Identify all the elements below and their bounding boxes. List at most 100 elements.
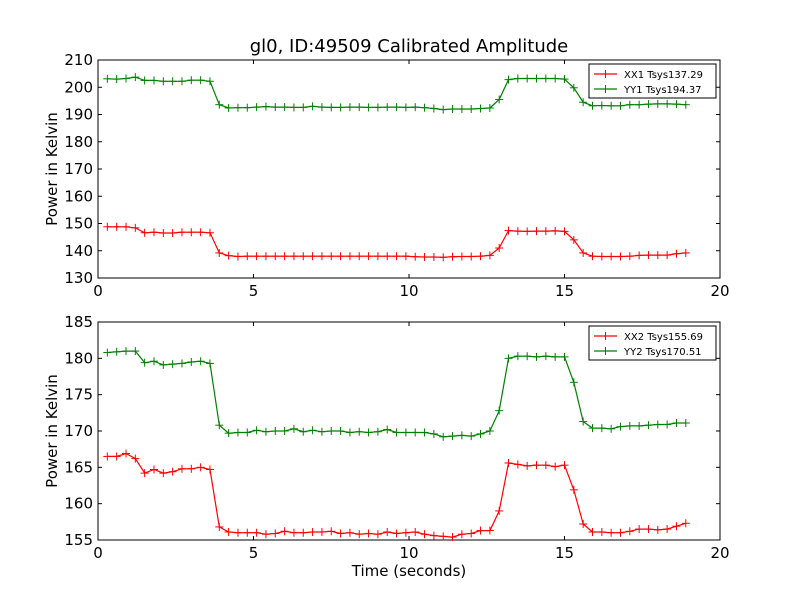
y-tick-label: 150: [64, 215, 93, 233]
data-point: [653, 251, 662, 260]
data-point: [541, 352, 550, 361]
data-point: [681, 248, 690, 257]
data-point: [327, 103, 336, 112]
data-point: [625, 421, 634, 430]
data-point: [177, 77, 186, 86]
data-point: [233, 103, 242, 112]
data-point: [467, 529, 476, 538]
data-point: [467, 432, 476, 441]
data-point: [420, 428, 429, 437]
data-point: [448, 432, 457, 441]
data-point: [504, 226, 513, 235]
data-point: [168, 360, 177, 369]
data-point: [429, 429, 438, 438]
data-point: [345, 252, 354, 261]
data-point: [233, 428, 242, 437]
data-point: [121, 347, 130, 356]
data-point: [495, 506, 504, 515]
data-point: [289, 528, 298, 537]
data-point: [103, 222, 112, 231]
data-point: [205, 465, 214, 474]
data-point: [439, 253, 448, 262]
data-point: [280, 427, 289, 435]
y-tick-label: 170: [64, 422, 93, 440]
data-point: [299, 252, 308, 261]
data-point: [383, 425, 392, 434]
data-point: [495, 406, 504, 415]
data-point: [401, 428, 410, 437]
data-point: [588, 252, 597, 261]
series-1: [103, 449, 690, 542]
data-point: [523, 461, 532, 470]
data-point: [411, 528, 420, 537]
x-tick-label: 20: [710, 544, 729, 562]
data-point: [439, 105, 448, 114]
data-point: [327, 252, 336, 261]
data-point: [672, 100, 681, 109]
data-point: [289, 424, 298, 433]
data-point: [112, 347, 121, 356]
data-point: [168, 229, 177, 238]
data-point: [308, 426, 317, 435]
data-point: [625, 100, 634, 109]
data-point: [616, 528, 625, 537]
data-point: [224, 528, 233, 537]
data-point: [485, 251, 494, 260]
data-point: [523, 74, 532, 83]
data-point: [569, 378, 578, 387]
data-point: [289, 252, 298, 261]
data-point: [616, 422, 625, 431]
data-point: [140, 469, 149, 478]
legend-label: YY2 Tsys170.51: [623, 347, 702, 358]
data-point: [635, 100, 644, 109]
data-point: [420, 253, 429, 262]
data-point: [560, 461, 569, 470]
data-point: [317, 103, 326, 112]
data-point: [541, 461, 550, 470]
data-point: [607, 101, 616, 110]
data-point: [336, 252, 345, 261]
data-point: [411, 252, 420, 261]
data-point: [560, 75, 569, 84]
data-point: [261, 102, 270, 111]
data-point: [411, 103, 420, 112]
data-point: [121, 222, 130, 231]
data-point: [495, 95, 504, 104]
x-tick-label: 10: [399, 544, 418, 562]
data-point: [457, 105, 466, 114]
data-point: [252, 426, 261, 435]
data-point: [457, 530, 466, 539]
y-tick-label: 190: [64, 106, 93, 124]
data-point: [345, 428, 354, 437]
data-point: [280, 103, 289, 112]
data-point: [485, 526, 494, 535]
data-point: [299, 103, 308, 112]
data-point: [551, 74, 560, 83]
data-point: [149, 465, 158, 474]
x-tick-label: 5: [249, 282, 259, 300]
data-point: [317, 528, 326, 537]
data-point: [243, 528, 252, 537]
data-point: [569, 235, 578, 244]
data-point: [513, 352, 522, 361]
y-tick-label: 140: [64, 242, 93, 260]
data-point: [355, 103, 364, 112]
data-point: [663, 251, 672, 260]
data-point: [672, 249, 681, 258]
data-point: [401, 528, 410, 537]
data-point: [429, 104, 438, 113]
data-point: [635, 421, 644, 430]
data-point: [672, 419, 681, 428]
data-point: [168, 467, 177, 476]
data-point: [560, 227, 569, 236]
data-point: [224, 251, 233, 260]
data-point: [504, 458, 513, 467]
data-point: [551, 352, 560, 361]
data-point: [317, 427, 326, 436]
data-point: [569, 83, 578, 92]
data-point: [532, 74, 541, 83]
data-point: [103, 74, 112, 83]
data-point: [224, 429, 233, 438]
data-point: [280, 527, 289, 536]
